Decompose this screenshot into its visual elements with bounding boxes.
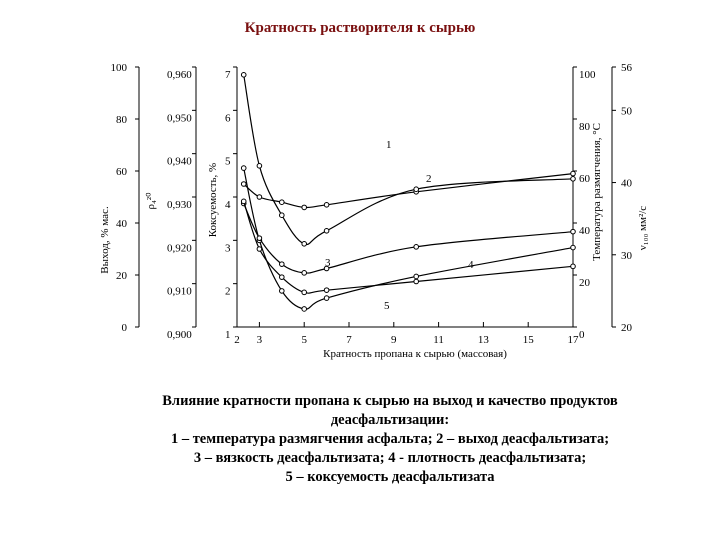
series-point-5	[413, 278, 420, 285]
series-point-4	[301, 270, 308, 276]
series-point-4	[279, 261, 285, 267]
axis-tick-label-visc: 20	[621, 322, 633, 334]
series-point-5	[279, 274, 285, 280]
axis-tick-label-visc: 50	[621, 105, 633, 117]
figure-caption: Влияние кратности пропана к сырью на вых…	[100, 392, 680, 487]
caption-line: деасфальтизации:	[330, 412, 450, 428]
series-point-5	[323, 287, 330, 293]
x-tick-label: 7	[346, 334, 352, 346]
axis-tick-label-density: 0,930	[167, 199, 192, 211]
series-point-1	[279, 199, 285, 205]
axis-tick-label-density: 0,920	[167, 242, 192, 254]
y-axis-label-coke: Коксуемость, %	[207, 163, 219, 237]
series-point-3	[570, 244, 576, 251]
series-label-2: 2	[426, 173, 432, 185]
axis-tick-label-temp: 80	[579, 121, 591, 133]
axis-tick-label-coke: 1	[225, 329, 231, 341]
axis-tick-label-temp: 20	[579, 277, 591, 289]
series-point-3	[413, 273, 420, 280]
chart: 0204060801000,9000,9100,9200,9300,9400,9…	[99, 62, 649, 360]
series-point-2	[240, 72, 247, 78]
x-tick-label: 3	[257, 334, 263, 346]
axis-tick-label-visc: 40	[621, 178, 633, 190]
series-point-2	[570, 176, 576, 182]
series-label-3: 3	[325, 257, 331, 269]
axis-tick-label-density: 0,940	[167, 156, 192, 168]
axis-tick-label-temp: 0	[579, 329, 585, 341]
series-line-5	[243, 201, 574, 294]
labels-layer: 1 2 3 4 5	[325, 139, 474, 312]
caption-line: 1 – температура размягчения асфальта; 2 …	[170, 431, 610, 447]
axis-tick-label-coke: 4	[225, 199, 231, 211]
series-line-2	[243, 74, 574, 245]
series-point-4	[256, 235, 263, 241]
series-point-1	[323, 202, 330, 208]
axis-tick-label-coke: 3	[225, 242, 231, 254]
series-point-5	[570, 263, 576, 270]
x-tick-label: 13	[478, 334, 490, 346]
x-tick-label: 5	[301, 334, 307, 346]
series-point-3	[323, 295, 330, 301]
axis-tick-label-yield: 60	[116, 166, 128, 178]
x-tick-label: 15	[523, 334, 535, 346]
x-tick-label: 9	[391, 334, 397, 346]
axis-tick-label-coke: 6	[225, 112, 231, 124]
axis-tick-label-yield: 40	[116, 218, 128, 230]
series-point-5	[256, 246, 263, 252]
caption-line: Влияние кратности пропана к сырью на вых…	[162, 393, 618, 409]
series-label-1: 1	[386, 139, 392, 151]
series-point-2	[413, 186, 420, 192]
series-point-4	[413, 244, 420, 250]
series-point-2	[256, 163, 263, 169]
axis-tick-label-coke: 2	[225, 286, 231, 298]
series-label-5: 5	[384, 300, 390, 312]
series-point-1	[570, 170, 576, 177]
axis-tick-label-yield: 0	[122, 322, 128, 334]
series-point-1	[240, 181, 247, 187]
series-point-2	[279, 212, 285, 218]
y-axis-label-visc: ν₁₀₀ мм²/с	[637, 206, 649, 251]
series-point-2	[301, 241, 308, 247]
series-point-3	[279, 288, 285, 294]
series-line-3	[243, 167, 574, 310]
x-tick-label: 11	[433, 334, 444, 346]
series-point-3	[240, 165, 247, 171]
axis-tick-label-density: 0,900	[167, 329, 192, 341]
series-point-1	[256, 194, 263, 200]
series-layer	[240, 72, 576, 312]
y-axis-label-temp: Температура размягчения, °С	[591, 123, 603, 261]
series-label-4: 4	[468, 259, 474, 271]
axis-tick-label-yield: 20	[116, 270, 128, 282]
x-axis-label: Кратность пропана к сырью (массовая)	[323, 348, 507, 360]
axis-tick-label-density: 0,910	[167, 286, 192, 298]
series-point-5	[301, 289, 308, 296]
axis-tick-label-density: 0,950	[167, 112, 192, 124]
series-point-2	[323, 228, 330, 234]
axes-layer: 0204060801000,9000,9100,9200,9300,9400,9…	[99, 62, 649, 360]
series-line-4	[243, 203, 574, 274]
series-point-4	[570, 228, 576, 235]
series-point-3	[301, 306, 308, 312]
axis-tick-label-coke: 5	[225, 156, 231, 168]
series-point-4	[323, 265, 330, 272]
slide-title: Кратность растворителя к сырью	[244, 20, 476, 36]
axis-tick-label-temp: 60	[579, 173, 591, 185]
y-axis-label-density: ρ₄²⁰	[145, 192, 157, 210]
y-axis-label-yield: Выход, % мас.	[99, 206, 111, 274]
x-tick-label: 17	[568, 334, 580, 346]
series-point-5	[240, 198, 247, 205]
caption-line: 5 – коксуемость деасфальтизата	[285, 469, 495, 485]
axis-tick-label-temp: 100	[579, 69, 596, 81]
axis-tick-label-temp: 40	[579, 225, 591, 237]
axis-tick-label-yield: 80	[116, 114, 128, 126]
axis-tick-label-coke: 7	[225, 69, 231, 81]
axis-tick-label-yield: 100	[111, 62, 128, 74]
x-tick-label: 2	[234, 334, 240, 346]
axis-tick-label-visc: 56	[621, 62, 633, 74]
axis-tick-label-visc: 30	[621, 250, 633, 262]
series-point-1	[301, 204, 308, 211]
axis-tick-label-density: 0,960	[167, 69, 192, 81]
caption-line: 3 – вязкость деасфальтизата; 4 - плотнос…	[193, 450, 587, 466]
